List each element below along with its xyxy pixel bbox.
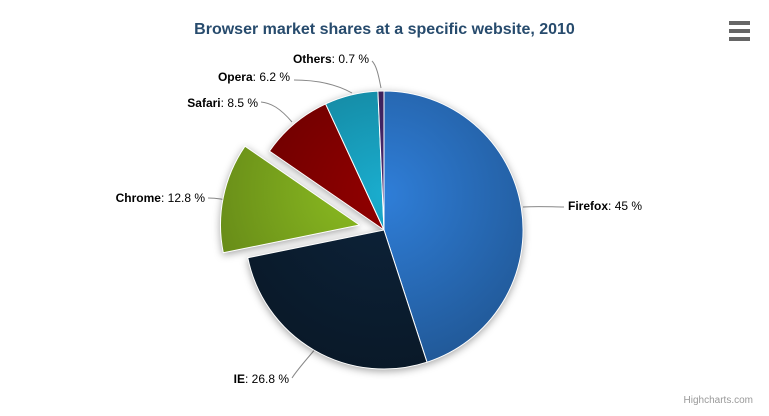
chart-title: Browser market shares at a specific webs…: [194, 21, 575, 38]
chart-context-menu-button[interactable]: [726, 17, 754, 45]
label-separator: :: [608, 199, 615, 213]
slice-name-label: Opera: [217, 70, 253, 84]
data-label-safari: Safari: 8.5 %: [187, 96, 258, 110]
slice-value-label: 8.5 %: [227, 96, 258, 110]
label-separator: :: [331, 52, 339, 66]
slice-name-label: Others: [292, 52, 332, 66]
slice-value-label: 0.7 %: [338, 52, 369, 66]
pie-slice-others[interactable]: [377, 90, 385, 231]
pie-slice-firefox[interactable]: [383, 90, 524, 363]
pie-slice-chrome[interactable]: [219, 145, 360, 254]
data-label-firefox: Firefox: 45 %: [568, 199, 642, 213]
label-separator: :: [244, 372, 252, 386]
slice-value-label: 45 %: [614, 199, 643, 213]
label-separator: :: [160, 191, 168, 205]
data-label-chrome: Chrome: 12.8 %: [116, 191, 205, 205]
data-label-ie: IE: 26.8 %: [234, 372, 289, 386]
slice-value-label: 6.2 %: [259, 70, 290, 84]
pie-slices: [219, 90, 524, 370]
hamburger-icon: [729, 21, 751, 41]
pie-slice-ie[interactable]: [247, 229, 428, 370]
label-separator: :: [220, 96, 228, 110]
slice-name-label: Firefox: [568, 199, 609, 213]
connector-opera: [293, 79, 353, 94]
slice-value-label: 12.8 %: [167, 191, 205, 205]
slice-value-label: 26.8 %: [251, 372, 289, 386]
connector-ie: [291, 346, 318, 379]
data-label-opera: Opera: 6.2 %: [218, 70, 290, 84]
connector-others: [371, 60, 382, 89]
highcharts-credit-link[interactable]: Highcharts.com: [683, 395, 753, 406]
slice-name-label: Chrome: [115, 191, 161, 205]
label-separator: :: [252, 70, 260, 84]
slice-name-label: IE: [233, 372, 245, 386]
slice-name-label: Safari: [187, 96, 221, 110]
data-label-others: Others: 0.7 %: [293, 52, 369, 66]
connector-safari: [260, 101, 293, 123]
